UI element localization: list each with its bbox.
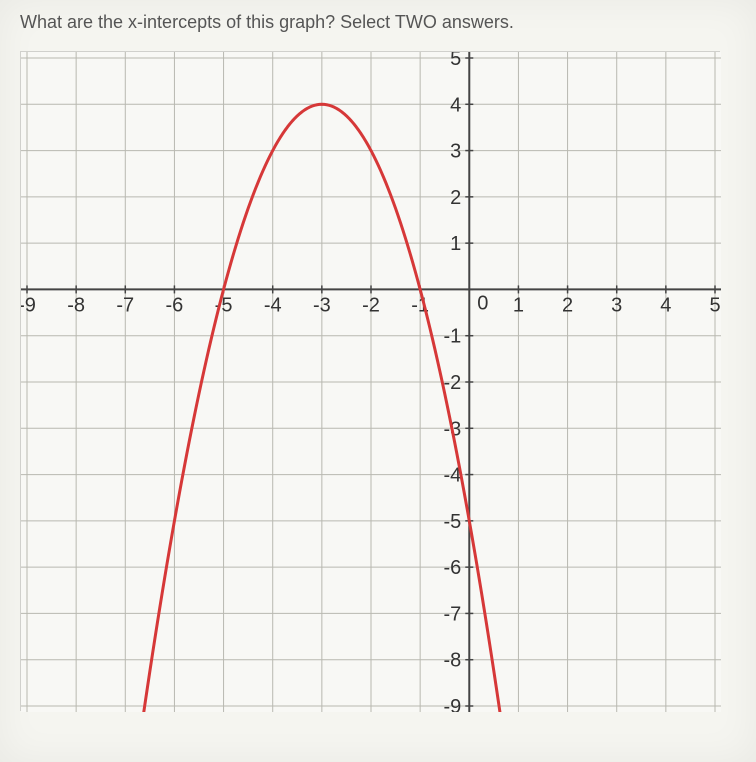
svg-text:3: 3 xyxy=(611,294,622,316)
svg-text:2: 2 xyxy=(450,187,461,209)
svg-text:-9: -9 xyxy=(443,696,461,712)
svg-text:-6: -6 xyxy=(166,294,184,316)
chart-svg: -9-8-7-6-5-4-3-2-1012345-9-8-7-6-5-4-3-2… xyxy=(21,52,721,712)
svg-text:2: 2 xyxy=(562,294,573,316)
svg-text:-1: -1 xyxy=(443,326,461,348)
svg-text:4: 4 xyxy=(660,294,671,316)
svg-text:-6: -6 xyxy=(443,557,461,579)
svg-text:1: 1 xyxy=(450,233,461,255)
svg-text:-8: -8 xyxy=(67,294,85,316)
svg-text:-3: -3 xyxy=(313,294,331,316)
svg-text:-9: -9 xyxy=(21,294,36,316)
svg-text:-2: -2 xyxy=(362,294,380,316)
svg-text:-7: -7 xyxy=(116,294,134,316)
svg-text:-8: -8 xyxy=(443,650,461,672)
svg-text:-5: -5 xyxy=(443,511,461,533)
question-text: What are the x-intercepts of this graph?… xyxy=(20,12,736,33)
svg-text:5: 5 xyxy=(709,294,720,316)
svg-text:-4: -4 xyxy=(264,294,282,316)
svg-text:3: 3 xyxy=(450,141,461,163)
svg-text:-7: -7 xyxy=(443,603,461,625)
svg-text:4: 4 xyxy=(450,94,461,116)
svg-text:-2: -2 xyxy=(443,372,461,394)
svg-text:5: 5 xyxy=(450,52,461,70)
svg-text:1: 1 xyxy=(513,294,524,316)
worksheet-page: What are the x-intercepts of this graph?… xyxy=(0,0,756,762)
svg-text:0: 0 xyxy=(477,292,488,314)
coordinate-grid-chart: -9-8-7-6-5-4-3-2-1012345-9-8-7-6-5-4-3-2… xyxy=(20,51,720,711)
